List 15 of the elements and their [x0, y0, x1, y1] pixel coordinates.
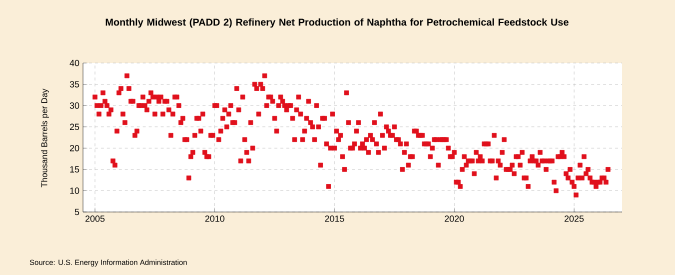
y-tick-label: 25: [70, 124, 80, 130]
y-tick-label: 10: [70, 188, 80, 194]
x-tick-label: 2020: [444, 216, 464, 222]
x-tick-label: 2005: [85, 216, 105, 222]
y-tick-label: 15: [70, 166, 80, 173]
chart-title: Monthly Midwest (PADD 2) Refinery Net Production of Naphtha for Petrochemical Feedstock Use: [106, 18, 568, 28]
x-tick-label: 2025: [564, 216, 584, 222]
y-axis-title: Thousand Barrels per Day: [41, 88, 49, 188]
y-tick-label: 20: [70, 144, 80, 152]
y-tick-label: 5: [74, 208, 80, 216]
x-tick-label: 2015: [325, 216, 344, 222]
x-tick-label: 2010: [205, 216, 224, 222]
y-tick-label: 30: [70, 102, 80, 109]
y-tick-label: 35: [70, 81, 80, 88]
y-tick-label: 40: [70, 60, 80, 66]
